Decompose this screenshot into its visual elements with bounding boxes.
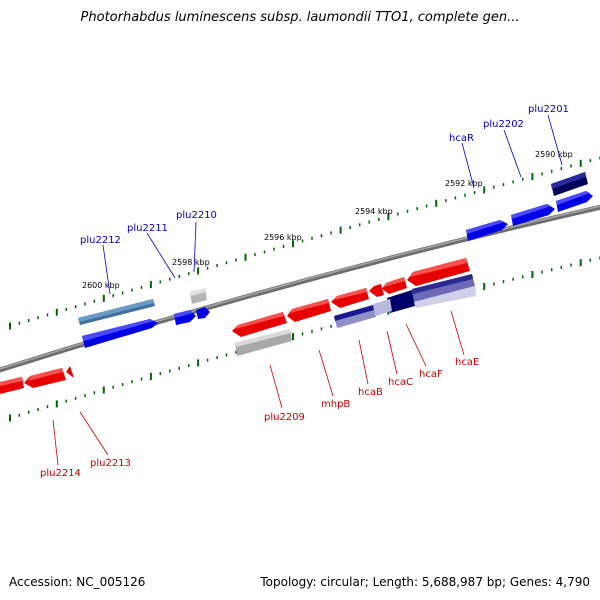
gene-plu2214[interactable]: [0, 377, 24, 394]
gene-label-plu2212: plu2212: [80, 235, 121, 246]
gene-label-plu2214: plu2214: [40, 468, 81, 479]
gene-label-plu2213: plu2213: [90, 458, 131, 469]
topology-text: Topology: circular; Length: 5,688,987 bp…: [260, 575, 590, 589]
gene-label-hcaC: hcaC: [388, 377, 413, 388]
page-title: Photorhabdus luminescens subsp. laumondi…: [80, 10, 520, 25]
gene-label-plu2209: plu2209: [264, 412, 305, 423]
gene-plu2211[interactable]: [174, 307, 210, 325]
gene-mhpB[interactable]: [287, 299, 331, 322]
gene-label-hcaB: hcaB: [358, 387, 383, 398]
gene-plu2210[interactable]: [190, 288, 207, 304]
gene-label-hcaF: hcaF: [419, 369, 443, 380]
gene-hcaB[interactable]: [331, 288, 376, 328]
forward-ruler-ticks: [9, 156, 600, 330]
gene-plu2212[interactable]: [78, 299, 158, 348]
gene-label-plu2210: plu2210: [176, 210, 217, 221]
gene-label-hcaE: hcaE: [455, 357, 479, 368]
ruler-label-2594: 2594 kbp: [355, 207, 393, 216]
gene-hcaC[interactable]: [369, 277, 415, 313]
gene-label-plu2201: plu2201: [528, 104, 569, 115]
ruler-label-2600: 2600 kbp: [82, 281, 120, 290]
gene-label-mhpB: mhpB: [321, 399, 350, 410]
ruler-label-2592: 2592 kbp: [445, 179, 483, 188]
genome-backbone: [0, 204, 600, 373]
gene-hcaE[interactable]: [407, 258, 476, 308]
ruler-label-2598: 2598 kbp: [172, 258, 210, 267]
gene-plu2201[interactable]: [551, 172, 593, 212]
ruler-label-2590: 2590 kbp: [535, 150, 573, 159]
gene-plu2202[interactable]: [511, 204, 555, 226]
gene-plu2213[interactable]: [24, 366, 74, 388]
accession-text: Accession: NC_005126: [9, 575, 146, 589]
gene-plu2209[interactable]: [232, 312, 292, 356]
ruler-label-2596: 2596 kbp: [264, 233, 302, 242]
gene-label-hcaR: hcaR: [449, 133, 474, 144]
gene-hcaF[interactable]: [373, 299, 392, 316]
gene-label-plu2211: plu2211: [127, 223, 168, 234]
gene-hcaR[interactable]: [466, 220, 508, 241]
gene-label-plu2202: plu2202: [483, 119, 524, 130]
